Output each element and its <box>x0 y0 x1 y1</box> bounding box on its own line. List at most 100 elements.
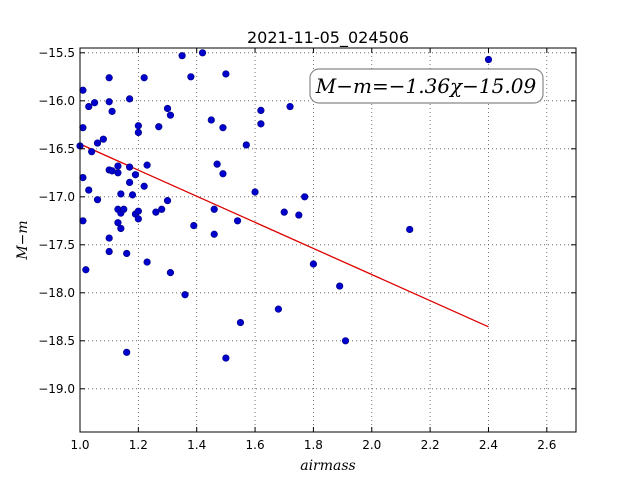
data-point <box>134 215 142 223</box>
data-point <box>123 348 131 356</box>
data-point <box>79 217 87 225</box>
data-point <box>126 178 134 186</box>
y-tick-label: −15.5 <box>38 46 75 60</box>
data-point <box>99 135 107 143</box>
data-point <box>187 73 195 81</box>
data-point <box>158 205 166 213</box>
data-point <box>210 205 218 213</box>
data-point <box>309 260 318 268</box>
x-tick-label: 1.4 <box>187 438 206 452</box>
data-points <box>76 49 493 362</box>
fit-line-group <box>79 143 489 328</box>
fit-annotation-box <box>309 68 544 104</box>
data-point <box>140 74 148 82</box>
fit-annotation: M−m=−1.36χ−15.09 <box>309 68 544 104</box>
x-tick-label: 2.2 <box>421 438 440 452</box>
data-point <box>123 249 131 258</box>
data-point <box>190 222 198 230</box>
grid <box>80 48 576 432</box>
axis-ticks: 1.0 1.2 1.4 1.6 1.8 2.0 2.2 2.4 2.6 −15.5 −16.0 −16… <box>38 46 576 452</box>
data-point <box>286 102 294 111</box>
data-point <box>105 74 113 82</box>
fit-annotation-text: M−m=−1.36χ−15.09 <box>315 74 537 98</box>
data-point <box>82 266 90 274</box>
chart-title: 2021-11-05_024506 <box>247 28 409 48</box>
y-tick-label: −16.0 <box>38 94 75 108</box>
y-tick-label: −17.0 <box>38 190 75 204</box>
y-tick-label: −18.5 <box>38 334 75 348</box>
data-point <box>143 161 151 169</box>
y-tick-label: −18.0 <box>38 286 75 300</box>
y-tick-label: −16.5 <box>38 142 75 156</box>
data-point <box>152 208 160 216</box>
data-point <box>301 193 309 201</box>
data-point <box>128 191 137 199</box>
x-tick-label: 2.4 <box>479 438 498 452</box>
data-point <box>120 205 128 213</box>
data-point <box>88 148 96 156</box>
data-point <box>79 124 87 132</box>
data-point <box>134 207 142 215</box>
data-point <box>198 49 207 57</box>
data-point <box>114 162 122 170</box>
data-point <box>213 160 221 168</box>
x-tick-label: 1.2 <box>129 438 148 452</box>
data-point <box>108 107 116 115</box>
data-point <box>280 208 288 216</box>
data-point <box>85 102 93 111</box>
data-point <box>406 225 414 234</box>
data-point <box>251 188 259 196</box>
y-tick-label: −17.5 <box>38 238 75 252</box>
y-axis-label: M−m <box>15 220 31 260</box>
data-point <box>114 219 122 227</box>
data-point <box>105 247 113 256</box>
data-point <box>484 55 493 64</box>
data-point <box>79 86 87 94</box>
data-point <box>166 269 175 277</box>
data-point <box>222 70 230 78</box>
data-point <box>105 234 113 242</box>
data-point <box>134 128 142 137</box>
data-point <box>233 217 242 225</box>
data-point <box>166 111 175 119</box>
data-point <box>155 123 163 131</box>
x-axis-label: airmass <box>300 458 356 474</box>
data-point <box>114 169 122 177</box>
data-point <box>140 182 148 190</box>
data-point <box>219 170 227 178</box>
plot-frame <box>79 47 577 433</box>
data-point <box>207 116 215 124</box>
data-point <box>341 337 350 345</box>
fit-line <box>79 143 489 328</box>
data-point <box>126 95 134 103</box>
data-point <box>143 258 151 266</box>
data-point <box>93 196 102 204</box>
x-tick-label: 2.6 <box>537 438 556 452</box>
data-point <box>79 174 87 182</box>
x-tick-label: 1.0 <box>70 438 89 452</box>
data-point <box>222 354 230 362</box>
y-tick-label: −19.0 <box>38 382 75 396</box>
data-point <box>178 52 186 60</box>
data-point <box>163 104 172 113</box>
data-point <box>93 139 102 147</box>
data-point <box>131 171 140 179</box>
data-point <box>257 120 265 128</box>
data-point <box>242 141 250 149</box>
data-point <box>117 190 125 198</box>
data-point <box>219 124 227 132</box>
data-point <box>90 99 99 107</box>
data-point <box>336 282 344 290</box>
data-point <box>257 106 265 114</box>
x-tick-label: 1.8 <box>304 438 323 452</box>
data-point <box>85 186 93 194</box>
data-point <box>134 122 142 130</box>
data-point <box>295 211 303 219</box>
data-point <box>117 224 125 233</box>
data-point <box>236 318 245 327</box>
x-tick-label: 1.6 <box>246 438 265 452</box>
data-point <box>181 291 189 299</box>
data-point <box>105 98 113 106</box>
data-point <box>163 197 172 205</box>
